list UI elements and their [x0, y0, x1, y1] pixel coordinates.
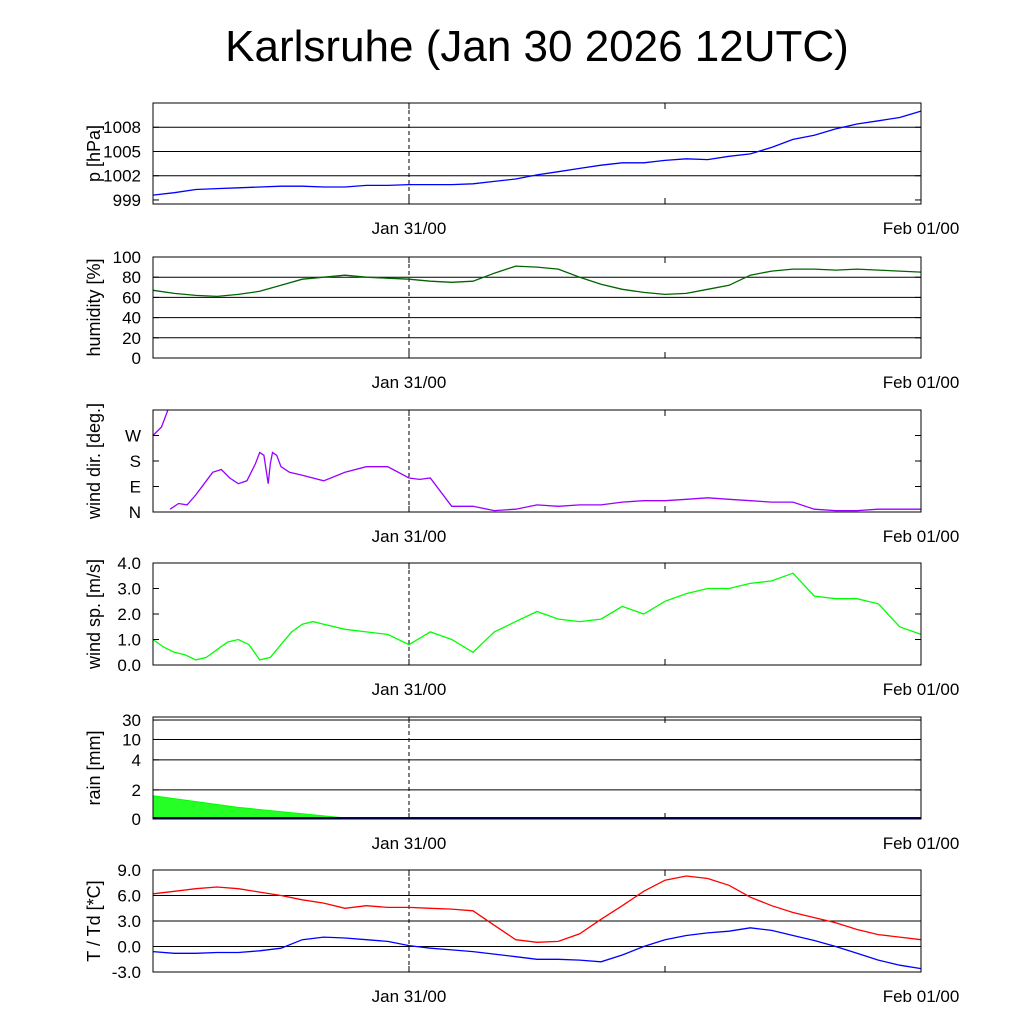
y-tick-label: 1.0 [117, 631, 141, 650]
series-line [152, 875, 922, 943]
y-axis-label: humidity [%] [84, 258, 104, 356]
y-tick-label: 4.0 [117, 554, 141, 573]
y-tick-label: 100 [113, 248, 141, 267]
plot-frame [152, 716, 922, 820]
x-tick-label: Feb 01/00 [883, 219, 960, 238]
series-line [152, 927, 922, 970]
series-line [152, 110, 922, 196]
y-axis-label: wind dir. [deg.] [84, 403, 104, 520]
y-tick-label: 999 [113, 191, 141, 210]
plot-frame [152, 256, 922, 359]
chart-title: Karlsruhe (Jan 30 2026 12UTC) [225, 22, 849, 71]
x-tick-label: Jan 31/00 [372, 680, 447, 699]
x-tick-label: Feb 01/00 [883, 527, 960, 546]
series-line [152, 265, 922, 298]
y-tick-label: 1002 [103, 167, 141, 186]
y-tick-label: 2.0 [117, 605, 141, 624]
y-tick-label: 30 [122, 711, 141, 730]
y-tick-label: 3.0 [117, 912, 141, 931]
y-tick-label: 0 [132, 349, 141, 368]
y-tick-label: 40 [122, 309, 141, 328]
plot-frame [152, 409, 922, 513]
x-tick-label: Jan 31/00 [372, 527, 447, 546]
rain-area [152, 795, 921, 820]
y-tick-label: E [130, 478, 141, 497]
y-tick-label: N [129, 503, 141, 522]
y-tick-label: 0.0 [117, 938, 141, 957]
y-tick-label: 20 [122, 329, 141, 348]
y-tick-label: 60 [122, 288, 141, 307]
y-tick-label: 0 [132, 810, 141, 829]
y-tick-label: 0.0 [117, 656, 141, 675]
x-tick-label: Jan 31/00 [372, 834, 447, 853]
y-axis-label: rain [mm] [84, 730, 104, 805]
y-tick-label: 6.0 [117, 887, 141, 906]
y-tick-label: 1008 [103, 118, 141, 137]
series-line [152, 572, 922, 661]
y-tick-label: 80 [122, 268, 141, 287]
panel-pressure: 999 1002 1005 1008 Jan 31/00 Feb 01/00 p [hPa] [84, 102, 960, 238]
panel-temperature: -3.0 0.0 3.0 6.0 9.0 Jan 31/00 Feb 01/00 T / Td… [84, 861, 959, 1006]
y-tick-label: 4 [132, 751, 141, 770]
x-tick-label: Jan 31/00 [372, 373, 447, 392]
y-tick-label: -3.0 [112, 963, 141, 982]
y-tick-label: 10 [122, 730, 141, 749]
y-tick-label: W [125, 427, 141, 446]
y-axis-label: p [hPa] [84, 125, 104, 182]
x-tick-label: Jan 31/00 [372, 219, 447, 238]
y-tick-label: S [130, 452, 141, 471]
y-tick-label: 2 [132, 781, 141, 800]
y-tick-label: 9.0 [117, 861, 141, 880]
y-tick-label: 3.0 [117, 580, 141, 599]
panel-wind-speed: 0.0 1.0 2.0 3.0 4.0 Jan 31/00 Feb 01/00 wind sp… [84, 554, 959, 699]
plot-frame [152, 562, 922, 666]
plot-frame [152, 102, 922, 205]
x-tick-label: Feb 01/00 [883, 834, 960, 853]
y-axis-label: wind sp. [m/s] [84, 559, 104, 670]
x-tick-label: Feb 01/00 [883, 373, 960, 392]
series-line [169, 451, 921, 512]
x-tick-label: Jan 31/00 [372, 987, 447, 1006]
x-tick-label: Feb 01/00 [883, 987, 960, 1006]
x-tick-label: Feb 01/00 [883, 680, 960, 699]
y-tick-label: 1005 [103, 142, 141, 161]
y-axis-label: T / Td [*C] [84, 880, 104, 961]
series-line [152, 409, 169, 436]
